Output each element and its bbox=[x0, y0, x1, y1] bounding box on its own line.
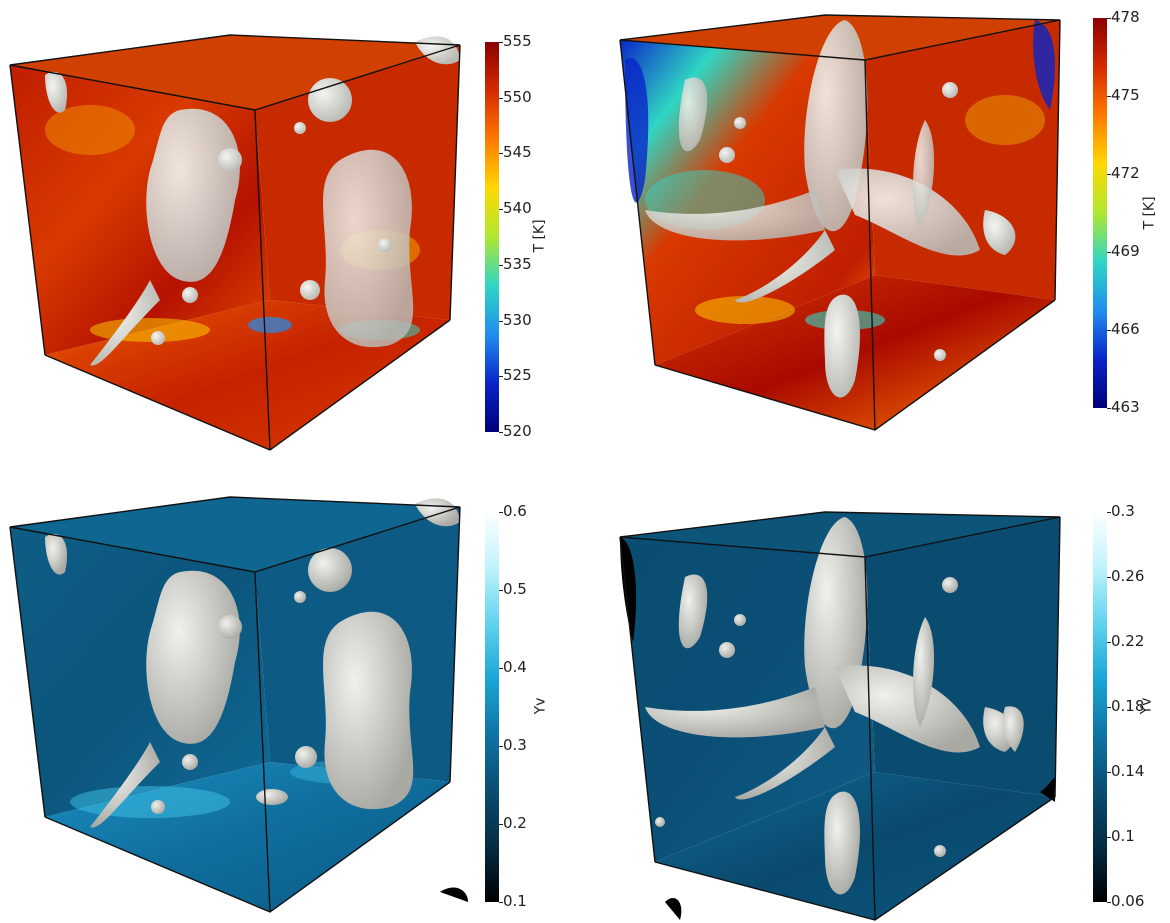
colorbar-tick-mark bbox=[1107, 174, 1111, 175]
colorbar-tick-mark bbox=[1107, 512, 1111, 513]
viz-temperature-1 bbox=[9, 34, 461, 451]
droplet-ligament-3 bbox=[90, 280, 160, 366]
colorbar-tick-mark bbox=[1107, 707, 1111, 708]
colorbar-vapor-2 bbox=[1093, 512, 1107, 902]
colorbar-tick-label: 0.18 bbox=[1111, 697, 1145, 715]
panel-vapor-2: Yv 0.3 0.26 0.22 0.18 0.14 0.1 0.06 bbox=[585, 462, 1170, 923]
colorbar-vapor-1 bbox=[485, 512, 499, 902]
colorbar-tick-label: 545 bbox=[503, 143, 532, 162]
colorbar-tick-label: 472 bbox=[1111, 164, 1140, 182]
viz-vapor-1 bbox=[9, 496, 468, 913]
viz-vapor-2 bbox=[619, 511, 1061, 921]
colorbar-temperature-2 bbox=[1093, 18, 1107, 408]
panel-temperature-2: T [K] 478 475 472 469 466 463 bbox=[585, 0, 1170, 462]
viz-temperature-2 bbox=[619, 14, 1061, 431]
colorbar-tick-mark bbox=[1107, 772, 1111, 773]
colorbar-tick-mark bbox=[499, 902, 503, 903]
colorbar-tick-mark bbox=[1107, 642, 1111, 643]
colorbar-tick-mark bbox=[499, 746, 503, 747]
colorbar-tick-label: 463 bbox=[1111, 398, 1140, 416]
colorbar-tick-label: 535 bbox=[503, 254, 532, 273]
colorbar-tick-mark bbox=[499, 209, 503, 211]
colorbar-tick-mark bbox=[1107, 902, 1111, 903]
colorbar-tick-mark bbox=[499, 97, 503, 99]
colorbar-tick-mark bbox=[1107, 837, 1111, 838]
colorbar-tick-mark bbox=[1107, 252, 1111, 253]
colorbar-title-1: T [K] bbox=[531, 219, 548, 253]
panel-vapor-1: Yv 0.6 0.5 0.4 0.3 0.2 0.1 bbox=[0, 462, 585, 923]
colorbar-tick-label: 0.3 bbox=[1111, 502, 1135, 520]
colorbar-tick-mark bbox=[499, 824, 503, 825]
colorbar-tick-label: 0.4 bbox=[503, 658, 527, 676]
colorbar-tick-mark bbox=[499, 153, 503, 155]
colorbar-tick-mark bbox=[499, 512, 503, 513]
colorbar-tick-label: 0.22 bbox=[1111, 632, 1145, 650]
panel-temperature-1: T [K] 555 550 545 540 535 530 525 520 bbox=[0, 0, 585, 462]
colorbar-tick-label: 540 bbox=[503, 199, 532, 218]
colorbar-tick-mark bbox=[499, 590, 503, 591]
colorbar-tick-mark bbox=[1107, 577, 1111, 578]
ceiling bbox=[10, 35, 460, 110]
droplet-ligament-1 bbox=[146, 108, 240, 282]
colorbar-tick-mark bbox=[499, 376, 503, 378]
colorbar-tick-label: 520 bbox=[503, 422, 532, 440]
colorbar-tick-label: 555 bbox=[503, 32, 532, 50]
colorbar-tick-label: 0.3 bbox=[503, 736, 527, 754]
colorbar-tick-mark bbox=[499, 432, 503, 433]
colorbar-tick-mark bbox=[499, 668, 503, 669]
colorbar-tick-label: 0.26 bbox=[1111, 567, 1145, 585]
colorbar-tick-mark bbox=[1107, 96, 1111, 97]
colorbar-tick-mark bbox=[499, 320, 503, 322]
colorbar-tick-mark bbox=[1107, 408, 1111, 409]
colorbar-tick-label: 0.2 bbox=[503, 814, 527, 832]
colorbar-tick-label: 478 bbox=[1111, 8, 1140, 26]
colorbar-tick-mark bbox=[499, 264, 503, 266]
colorbar-tick-label: 550 bbox=[503, 87, 532, 106]
colorbar-temperature-1 bbox=[485, 42, 499, 432]
droplet-ligament-2 bbox=[323, 149, 414, 348]
colorbar-title-3: Yv bbox=[532, 697, 549, 715]
colorbar-tick-label: 0.14 bbox=[1111, 762, 1145, 780]
colorbar-title-2: T [K] bbox=[1141, 196, 1158, 230]
colorbar-tick-label: 525 bbox=[503, 366, 532, 385]
colorbar-tick-label: 0.1 bbox=[503, 892, 527, 910]
colorbar-tick-mark bbox=[499, 42, 503, 43]
colorbar-tick-label: 0.1 bbox=[1111, 827, 1135, 845]
colorbar-tick-label: 0.6 bbox=[503, 502, 527, 520]
colorbar-tick-label: 466 bbox=[1111, 320, 1140, 338]
colorbar-tick-label: 469 bbox=[1111, 242, 1140, 260]
colorbar-tick-label: 530 bbox=[503, 310, 532, 329]
colorbar-tick-label: 475 bbox=[1111, 86, 1140, 104]
colorbar-tick-mark bbox=[1107, 330, 1111, 331]
box-edges bbox=[9, 34, 461, 451]
colorbar-tick-label: 0.5 bbox=[503, 580, 527, 598]
colorbar-tick-label: 0.06 bbox=[1111, 892, 1145, 910]
colorbar-tick-mark bbox=[1107, 18, 1111, 19]
